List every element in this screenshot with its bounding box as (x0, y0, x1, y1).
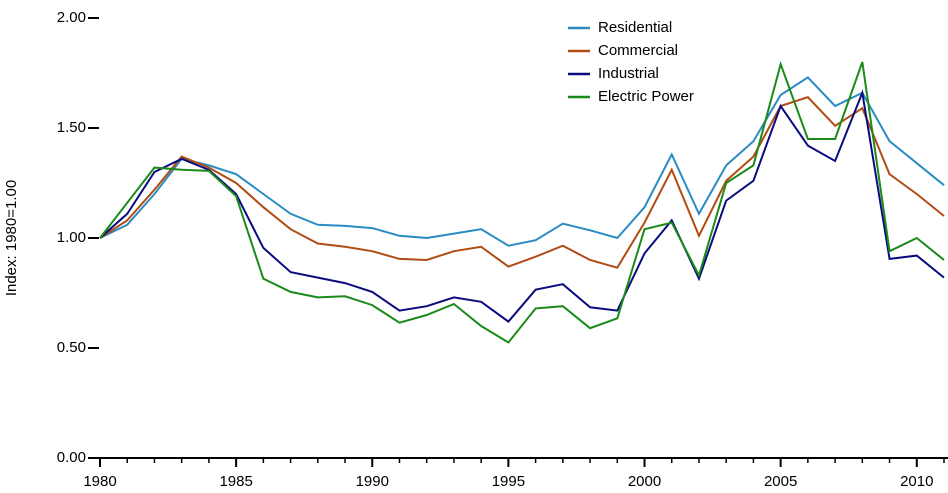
x-tick-label: 2000 (628, 473, 661, 490)
y-axis-label: Index: 1980=1.00 (3, 180, 20, 296)
y-tick-label: 2.00 (57, 9, 86, 26)
x-tick-label: 1985 (219, 473, 252, 490)
series-line (99, 60, 945, 344)
legend-label: Electric Power (598, 88, 694, 105)
y-tick-label: 0.50 (57, 339, 86, 356)
x-tick-label: 2010 (900, 473, 933, 490)
series-line (99, 76, 945, 247)
legend-label: Residential (598, 19, 672, 36)
x-tick-label: 2005 (764, 473, 797, 490)
y-tick-label: 0.00 (57, 449, 86, 466)
y-tick-label: 1.50 (57, 119, 86, 136)
x-tick-label: 1995 (492, 473, 525, 490)
series-line (99, 89, 945, 323)
y-tick-label: 1.00 (57, 229, 86, 246)
x-tick-label: 1980 (83, 473, 116, 490)
x-tick-label: 1990 (356, 473, 389, 490)
series-line (99, 96, 945, 269)
legend-label: Commercial (598, 42, 678, 59)
legend-label: Industrial (598, 65, 659, 82)
